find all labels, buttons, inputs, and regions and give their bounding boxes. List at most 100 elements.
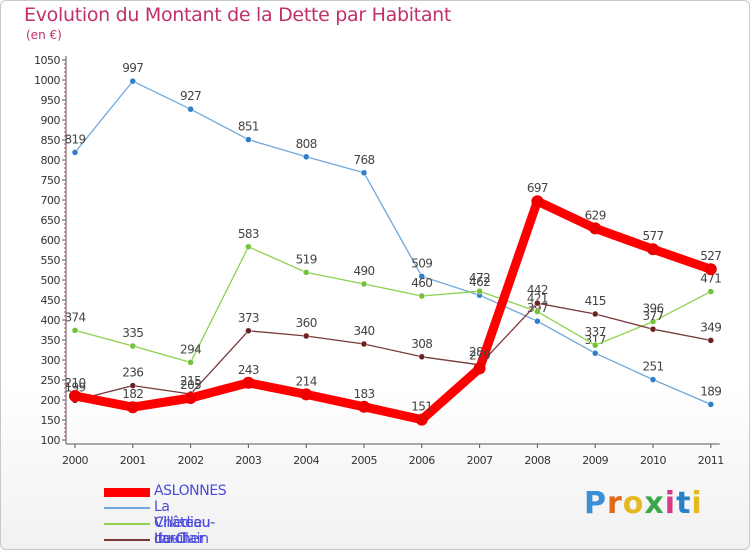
data-label-la-villedieu-du-clain: 462 [469,275,490,289]
y-tick-label: 400 [41,314,61,327]
data-label-ch-teau-larcher: 519 [296,252,317,266]
data-label-iteuil: 199 [64,380,85,394]
y-tick-label: 850 [41,134,61,147]
y-tick-label: 750 [41,174,61,187]
data-point-aslonnes [300,388,313,401]
legend-swatch [104,487,150,497]
data-label-iteuil: 349 [700,320,721,334]
legend-label: Château-Larcher [154,515,215,547]
data-label-iteuil: 215 [180,374,201,388]
data-label-aslonnes: 151 [411,400,432,414]
y-tick-label: 600 [41,234,61,247]
y-tick-label: 800 [41,154,61,167]
data-label-iteuil: 340 [353,324,374,338]
y-tick-label: 200 [41,394,61,407]
data-point-ch-teau-larcher [476,287,483,295]
chart-subtitle: (en €) [26,28,62,42]
x-tick-label: 2000 [62,454,88,467]
data-label-aslonnes: 182 [122,387,143,401]
data-point-iteuil [302,332,310,340]
y-tick-label: 150 [41,414,61,427]
data-label-aslonnes: 629 [585,208,606,222]
data-label-aslonnes: 205 [180,378,201,392]
series-line-iteuil [74,302,712,402]
x-tick-label: 2002 [178,454,204,467]
data-point-la-villedieu-du-clain [245,136,252,143]
data-point-la-villedieu-du-clain [129,77,137,85]
x-tick-label: 2006 [409,454,435,467]
data-label-ch-teau-larcher: 472 [469,271,490,285]
y-tick-label: 1050 [34,54,60,67]
data-label-ch-teau-larcher: 421 [527,292,548,306]
data-point-iteuil [649,325,657,333]
data-point-ch-teau-larcher [129,342,137,350]
data-point-la-villedieu-du-clain [418,273,426,280]
data-point-ch-teau-larcher [418,292,426,300]
data-label-la-villedieu-du-clain: 768 [353,153,374,167]
series-line-ch-teau-larcher [74,246,712,364]
data-point-aslonnes [531,195,544,208]
proxiti-logo: Proxiti [584,486,703,521]
data-label-la-villedieu-du-clain: 819 [64,132,85,146]
legend-swatch [104,507,150,509]
legend-label: La Villedieu-du-Clain [154,499,215,547]
data-point-ch-teau-larcher [245,243,252,251]
data-point-aslonnes [473,362,486,375]
logo-letter: P [584,486,607,521]
data-label-ch-teau-larcher: 490 [353,264,374,278]
data-label-ch-teau-larcher: 374 [64,310,85,324]
y-tick-label: 300 [41,354,61,367]
x-tick-label: 2005 [351,454,377,467]
data-point-ch-teau-larcher [649,318,657,325]
chart-title: Evolution du Montant de la Dette par Hab… [24,4,452,26]
data-label-iteuil: 442 [527,283,548,297]
data-point-ch-teau-larcher [360,280,368,288]
y-tick-label: 550 [41,254,61,267]
data-label-ch-teau-larcher: 583 [238,227,259,241]
data-point-aslonnes [415,413,428,426]
data-point-la-villedieu-du-clain [534,317,541,325]
data-point-iteuil [591,310,599,318]
data-label-aslonnes: 183 [353,387,374,401]
data-label-iteuil: 373 [238,311,259,325]
data-point-aslonnes [647,243,659,256]
legend-swatch [104,539,150,541]
data-label-iteuil: 415 [585,294,606,308]
data-point-aslonnes [69,390,81,402]
data-label-ch-teau-larcher: 471 [700,272,721,286]
legend-label: ASLONNES [154,483,227,499]
logo-letter: i [664,486,677,521]
x-tick-label: 2004 [293,454,319,467]
data-label-ch-teau-larcher: 396 [642,302,663,316]
data-point-iteuil [707,337,715,344]
data-point-la-villedieu-du-clain [187,105,194,113]
y-tick-label: 100 [41,434,61,447]
data-label-aslonnes: 210 [64,376,85,390]
data-label-ch-teau-larcher: 337 [585,325,606,339]
x-tick-label: 2007 [467,454,493,467]
x-tick-label: 2011 [698,454,724,467]
y-tick-label: 500 [41,274,61,287]
data-label-ch-teau-larcher: 335 [122,326,143,340]
data-point-iteuil [245,327,252,335]
data-point-la-villedieu-du-clain [71,149,79,156]
x-tick-label: 2003 [235,454,261,467]
y-tick-label: 450 [41,294,61,307]
x-tick-label: 2008 [524,454,550,467]
legend-label: Iteuil [154,531,187,547]
logo-letter: x [644,486,665,521]
data-label-la-villedieu-du-clain: 851 [238,120,259,134]
data-point-aslonnes [589,222,602,235]
data-label-aslonnes: 577 [642,229,663,243]
y-tick-label: 250 [41,374,61,387]
data-label-aslonnes: 243 [238,363,259,377]
y-tick-label: 350 [41,334,61,347]
data-point-aslonnes [184,392,197,404]
data-label-iteuil: 308 [411,337,432,351]
y-tick-label: 700 [41,194,61,207]
data-point-iteuil [534,299,541,307]
data-label-la-villedieu-du-clain: 317 [585,333,606,347]
x-tick-label: 2009 [582,454,608,467]
logo-letter: r [607,486,623,521]
